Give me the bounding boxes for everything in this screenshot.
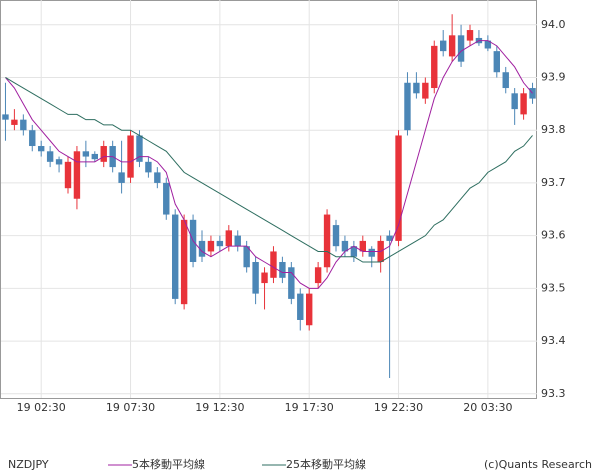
symbol: NZDJPY [8, 458, 49, 471]
y-tick-label: 93.5 [541, 281, 566, 294]
candle-body [243, 246, 250, 268]
x-tick-label: 19 02:30 [17, 401, 66, 414]
candle-body [136, 135, 143, 162]
candle-body [207, 240, 215, 252]
x-tick-label: 19 22:30 [374, 401, 423, 414]
candle-body [511, 93, 518, 110]
candle-body [440, 40, 447, 52]
candle-body [261, 272, 268, 284]
candle-body [520, 93, 527, 115]
y-tick-label: 93.8 [541, 123, 566, 136]
y-tick-label: 93.4 [541, 334, 566, 347]
ma-line [5, 40, 533, 289]
candle-body [466, 30, 474, 41]
legend-label: 25本移動平均線 [286, 457, 366, 471]
candle-body [341, 240, 349, 252]
candle-body [386, 235, 393, 241]
candle-body [252, 261, 259, 294]
candle-body [448, 35, 456, 57]
candle-body [180, 219, 188, 305]
candle-body [306, 293, 313, 326]
candle-body [46, 151, 54, 162]
candle-body [38, 146, 45, 152]
y-tick-label: 93.7 [541, 176, 566, 189]
copyright: (c)Quants Research [484, 458, 592, 471]
candle-body [2, 114, 9, 120]
candle-body [225, 230, 232, 247]
candle-body [145, 161, 152, 173]
y-tick-label: 93.6 [541, 229, 566, 242]
candle-body [91, 153, 98, 160]
candle-body [332, 225, 340, 247]
candle-body [234, 235, 241, 247]
candle-body [359, 240, 366, 252]
candle-body [323, 214, 331, 268]
candle-body [279, 261, 286, 278]
candle-body [127, 135, 134, 178]
legend-label: 5本移動平均線 [132, 457, 205, 471]
candle-body [154, 172, 161, 183]
candle-body [198, 240, 206, 257]
candle-body [64, 161, 72, 189]
candle-body [100, 146, 107, 162]
y-tick-label: 94.0 [541, 18, 566, 31]
x-tick-label: 20 03:30 [463, 401, 512, 414]
candle-body [350, 246, 358, 257]
candle-body [431, 45, 438, 89]
candle-body [82, 151, 90, 157]
candle-body [73, 151, 81, 199]
candle-body [11, 119, 18, 125]
candle-body [493, 51, 500, 73]
candle-body [368, 248, 375, 257]
candle-body [270, 251, 277, 278]
x-tick-label: 19 12:30 [195, 401, 244, 414]
plot-frame [0, 0, 537, 399]
candle-body [502, 72, 509, 89]
candle-body [314, 267, 322, 284]
x-tick-label: 19 07:30 [106, 401, 155, 414]
candle-body [163, 182, 170, 215]
x-tick-label: 19 17:30 [285, 401, 334, 414]
candle-body [20, 119, 27, 131]
candle-body [288, 267, 295, 299]
candle-body [457, 35, 465, 62]
candle-body [422, 82, 429, 99]
candle-body [29, 130, 36, 147]
candle-body [404, 82, 411, 131]
candle-body [297, 293, 304, 320]
ma-line [5, 77, 533, 263]
candle-body [413, 82, 420, 94]
candle-body [55, 159, 63, 165]
candle-body [216, 240, 224, 247]
candle-body [395, 135, 402, 241]
candle-body [172, 214, 179, 299]
candle-body [484, 40, 492, 49]
y-tick-label: 93.9 [541, 70, 566, 83]
y-tick-label: 93.3 [541, 387, 566, 400]
candle-body [118, 172, 125, 183]
